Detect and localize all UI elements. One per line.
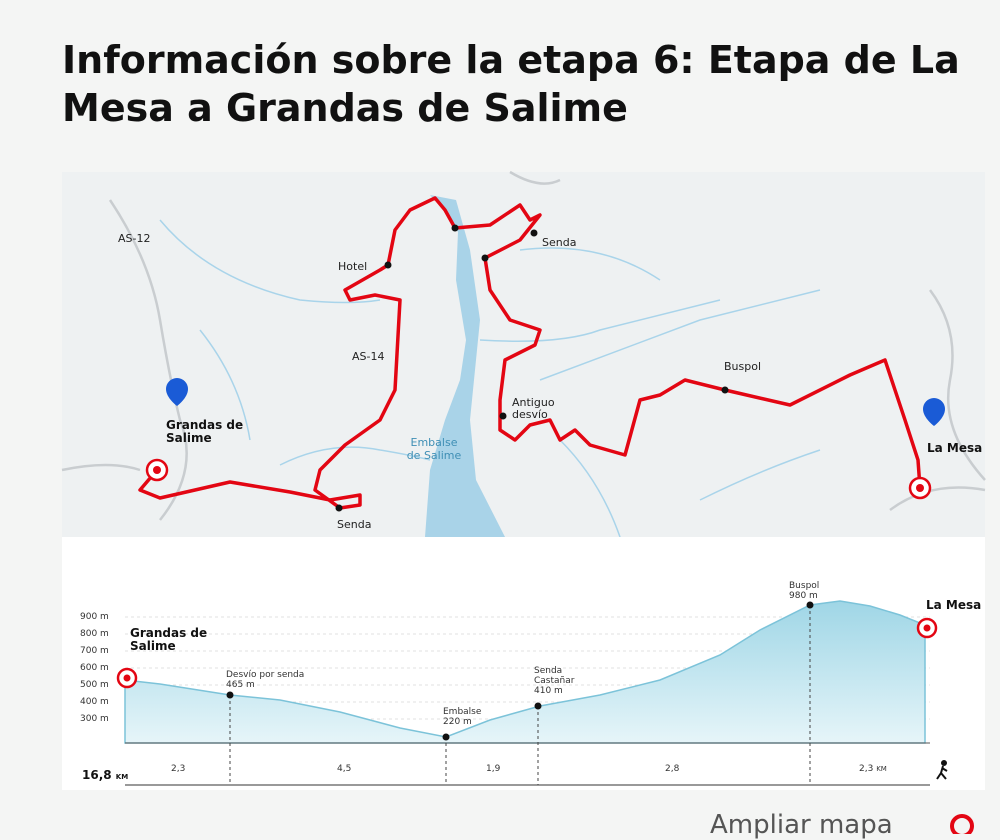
waypoint-name: Buspol (789, 581, 820, 591)
elevation-area (124, 600, 926, 744)
map-label: Hotel (338, 260, 368, 273)
hiker-icon (936, 760, 948, 780)
y-label: 500 m (80, 680, 109, 690)
waypoint-elevation: 410 m (534, 686, 563, 696)
rivers (159, 219, 821, 538)
profile-start: Grandas de Salime (130, 626, 208, 653)
waypoint-name: Desvío por senda (226, 670, 305, 680)
segment-distance: 2,3 KM (859, 764, 887, 774)
profile-endpoints (116, 617, 938, 689)
map-link[interactable]: Ampliar mapa (710, 810, 893, 840)
segment-distance: 2,3 (171, 764, 186, 774)
roads (61, 170, 986, 521)
map-link-icon[interactable] (950, 814, 974, 834)
map-label: Antiguo desvío (512, 396, 555, 421)
segment-distance: 1,9 (486, 764, 501, 774)
y-label: 600 m (80, 663, 109, 673)
map-label: AS-12 (118, 232, 151, 245)
total-value: 16,8 (82, 768, 112, 782)
page-title: Información sobre la etapa 6: Etapa de L… (62, 38, 960, 130)
waypoint-lines (229, 605, 811, 785)
waypoint-elevation: 980 m (789, 591, 818, 601)
y-label: 900 m (80, 612, 109, 622)
map-place: Grandas de Salime (166, 418, 244, 445)
y-label: 800 m (80, 629, 109, 639)
map-label: Buspol (724, 360, 762, 373)
map-label: Senda (542, 236, 577, 249)
y-label: 300 m (80, 714, 109, 724)
waypoint-name: Senda Castañar (534, 666, 575, 686)
map-label: AS-14 (352, 350, 385, 363)
map-points (335, 224, 729, 512)
waypoint-elevation: 220 m (443, 717, 472, 727)
profile-end: La Mesa (926, 598, 982, 612)
segment-distance: 2,8 (665, 764, 680, 774)
segment-unit: KM (876, 765, 887, 773)
segment-distance: 4,5 (337, 764, 352, 774)
map-label: Embalse de Salime (406, 436, 462, 462)
map-place: La Mesa (927, 441, 983, 455)
waypoint-dots (226, 601, 814, 741)
y-label: 400 m (80, 697, 109, 707)
waypoint-elevation: 465 m (226, 680, 255, 690)
route (138, 196, 922, 510)
endpoint-icons (145, 378, 945, 500)
total-distance: 16,8 KM (82, 768, 128, 782)
segment-value: 2,3 (859, 764, 874, 774)
waypoint-name: Embalse (443, 707, 482, 717)
reservoir (425, 195, 505, 537)
total-unit: KM (115, 773, 129, 781)
map-label: Senda (337, 518, 372, 531)
map-bg (62, 172, 985, 537)
y-label: 700 m (80, 646, 109, 656)
